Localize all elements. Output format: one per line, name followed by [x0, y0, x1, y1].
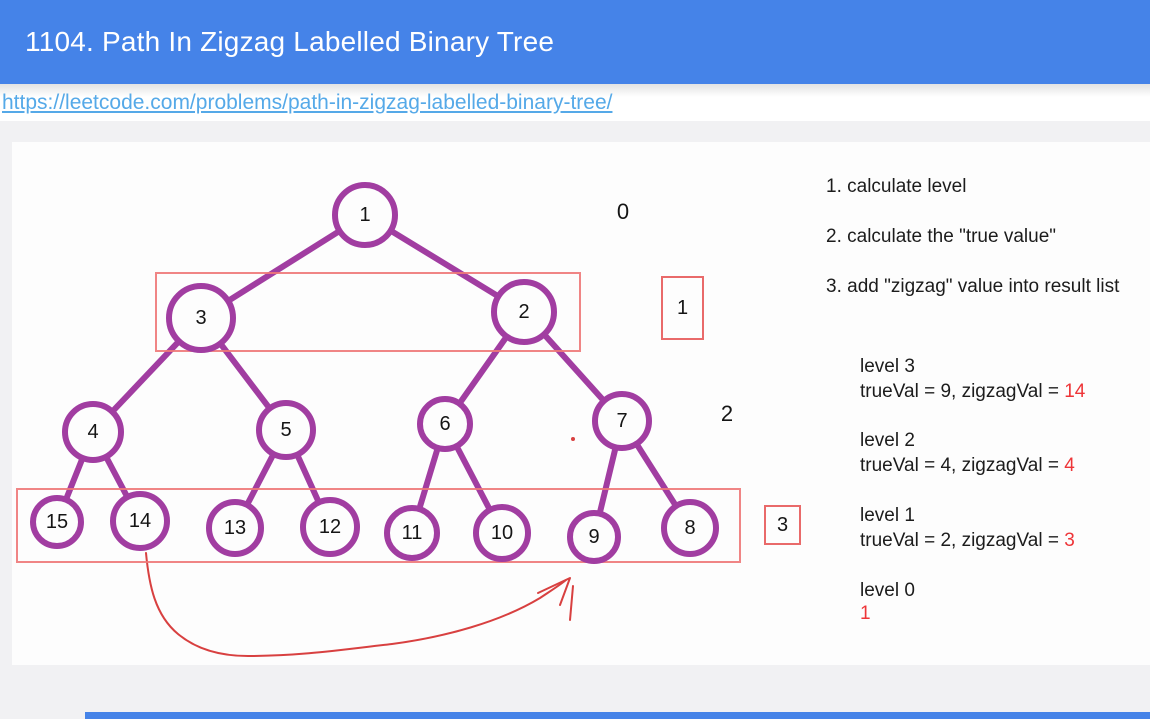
level-note-title-2: level 1	[860, 505, 915, 526]
title-bar: 1104. Path In Zigzag Labelled Binary Tre…	[0, 0, 1150, 84]
bottom-bar	[85, 712, 1150, 719]
tree-node-8: 8	[661, 499, 719, 557]
tree-node-15: 15	[30, 495, 84, 549]
level-marker-box-3: 3	[764, 505, 801, 545]
red-dot	[571, 437, 575, 441]
level-note-detail-2: trueVal = 2, zigzagVal = 3	[860, 530, 1075, 552]
tree-node-11: 11	[384, 505, 440, 561]
level-note-value: 3	[1064, 530, 1075, 551]
zigzag-arrow-shaft	[145, 552, 567, 657]
level-note-title-1: level 2	[860, 430, 915, 451]
problem-link[interactable]: https://leetcode.com/problems/path-in-zi…	[2, 90, 613, 114]
step-item-3: 3. add "zigzag" value into result list	[826, 276, 1120, 297]
level-note-text: trueVal = 9, zigzagVal =	[860, 381, 1065, 402]
level-note-value: 4	[1064, 455, 1075, 476]
level-marker-0: 0	[616, 199, 630, 224]
tree-node-2: 2	[491, 279, 557, 345]
level-note-value: 1	[860, 603, 871, 624]
tree-node-6: 6	[417, 396, 473, 452]
step-item-1: 1. calculate level	[826, 176, 967, 197]
level-marker-box-1: 1	[661, 276, 704, 340]
step-item-2: 2. calculate the "true value"	[826, 226, 1057, 247]
tree-node-10: 10	[473, 504, 531, 562]
level-note-text: trueVal = 4, zigzagVal =	[860, 455, 1065, 476]
level-1-highlight-box	[155, 272, 581, 352]
level-note-detail-3: 1	[860, 603, 871, 625]
link-bar: https://leetcode.com/problems/path-in-zi…	[0, 84, 1150, 121]
level-note-detail-1: trueVal = 4, zigzagVal = 4	[860, 455, 1075, 477]
level-3-highlight-box	[16, 488, 741, 563]
zigzag-arrow-head	[537, 577, 571, 606]
tree-node-4: 4	[62, 401, 124, 463]
level-note-detail-0: trueVal = 9, zigzagVal = 14	[860, 381, 1085, 403]
tree-node-5: 5	[256, 400, 316, 460]
zigzag-arrow-tick	[569, 585, 574, 621]
tree-node-9: 9	[567, 510, 621, 564]
level-note-text: trueVal = 2, zigzagVal =	[860, 530, 1065, 551]
tree-node-7: 7	[592, 391, 652, 451]
tree-node-12: 12	[300, 497, 360, 557]
level-note-value: 14	[1064, 381, 1086, 402]
tree-node-1: 1	[332, 182, 398, 248]
page-title: 1104. Path In Zigzag Labelled Binary Tre…	[25, 26, 555, 57]
tree-node-3: 3	[166, 283, 236, 353]
tree-node-13: 13	[206, 499, 264, 557]
level-marker-2: 2	[720, 401, 734, 426]
level-note-title-3: level 0	[860, 580, 915, 601]
tree-node-14: 14	[110, 491, 170, 551]
level-note-title-0: level 3	[860, 356, 915, 377]
